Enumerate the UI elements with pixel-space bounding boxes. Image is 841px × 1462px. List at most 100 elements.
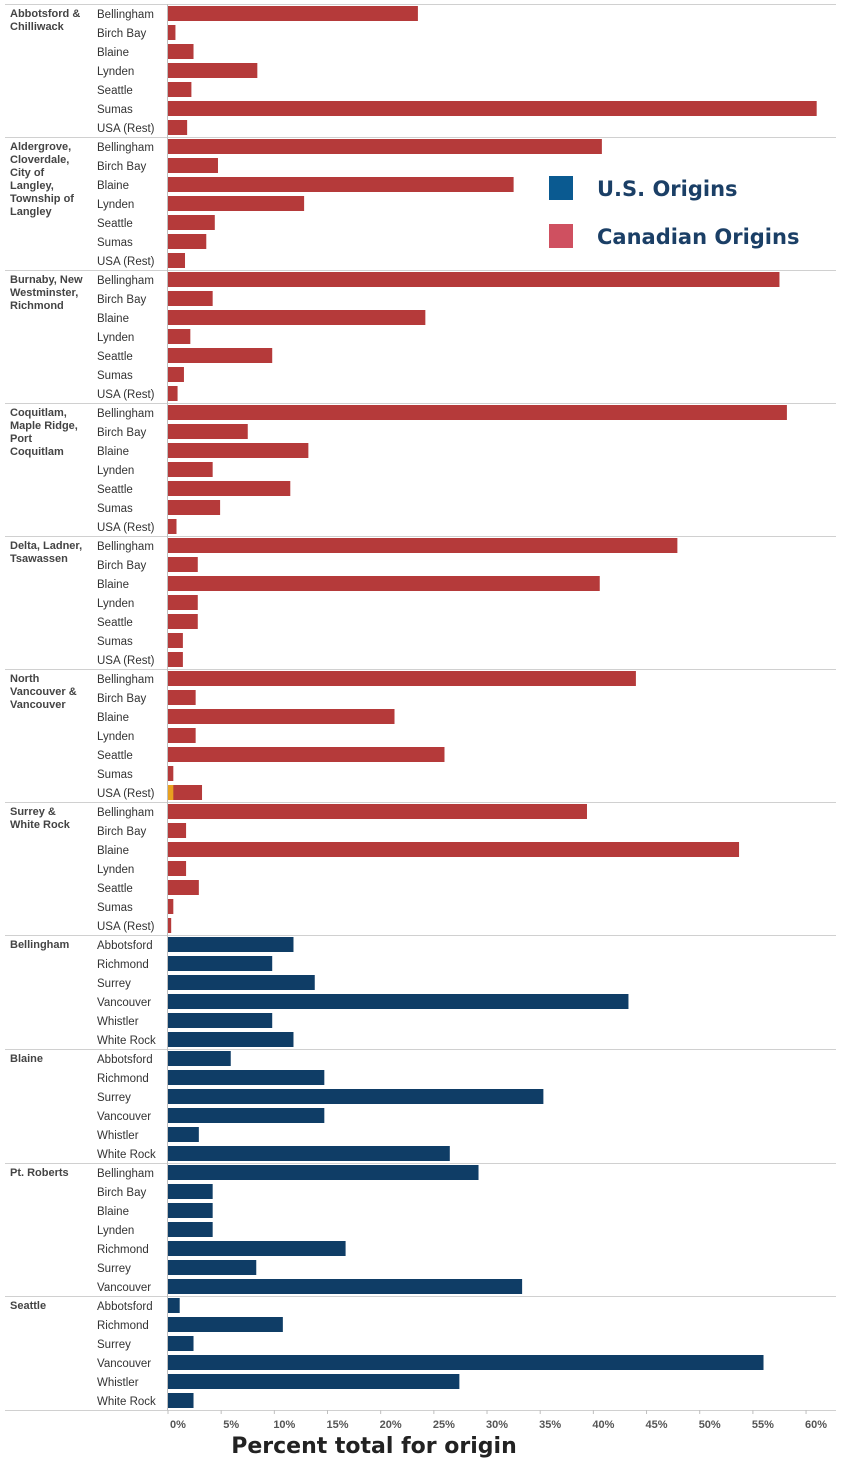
category-label: Vancouver [97,1358,151,1370]
bar [168,538,678,553]
bar [168,804,587,819]
category-label: Seattle [97,484,133,496]
group-label-line: Coquitlam, [10,407,67,419]
group-label: North Vancouver & Vancouver [10,673,77,711]
category-label: Seattle [97,750,133,762]
bar [168,576,600,591]
bar [168,63,258,78]
group-block: North Vancouver & Vancouver Bellingham Birch… [10,671,636,800]
category-label: Bellingham [97,541,154,553]
bar [168,101,817,116]
bar [168,253,186,268]
category-label: Sumas [97,237,133,249]
group-block: Coquitlam, Maple Ridge, Port Coquitlam Belli… [10,405,787,534]
category-label: USA (Rest) [97,788,155,800]
bar [168,633,183,648]
bar [168,1355,764,1370]
bar [168,329,191,344]
group-label-line: Bellingham [10,939,70,951]
category-label: USA (Rest) [97,256,155,268]
x-axis-title: Percent total for origin [231,1434,517,1459]
category-label: Sumas [97,104,133,116]
group-label-line: Cloverdale, [10,154,69,166]
group-label-line: North [10,673,40,685]
bar [168,994,629,1009]
group-label-line: Langley [10,206,52,218]
group-label-line: Chilliwack [10,21,65,33]
bar [168,234,207,249]
x-tick-label: 25% [433,1419,455,1431]
category-label: USA (Rest) [97,655,155,667]
category-label: Blaine [97,845,129,857]
bar [168,177,514,192]
group-label-line: Abbotsford & [10,8,80,20]
group-label: Burnaby, New Westminster, Richmond [10,274,83,312]
group-label-line: Delta, Ladner, [10,540,82,552]
category-label: Seattle [97,351,133,363]
group-label-line: Tsawassen [10,553,68,565]
bar [168,500,221,515]
bar [168,842,740,857]
legend-swatch [549,224,573,248]
category-label: Blaine [97,579,129,591]
category-label: Sumas [97,503,133,515]
group-block: Delta, Ladner, Tsawassen Bellingham Birch B… [10,538,678,667]
bar [168,158,218,173]
bar [168,1336,194,1351]
category-label: Blaine [97,446,129,458]
bar [168,462,213,477]
group-block: Pt. Roberts Bellingham Birch Bay Blaine Lynd… [10,1165,523,1294]
category-label: White Rock [97,1149,156,1161]
category-label: Lynden [97,332,134,344]
bar [168,1146,450,1161]
bar [168,82,192,97]
category-label: Surrey [97,1339,131,1351]
bar [168,310,426,325]
group-label-line: Coquitlam [10,446,64,458]
category-label: Surrey [97,1263,131,1275]
category-label: Bellingham [97,9,154,21]
category-label: Seattle [97,218,133,230]
category-label: Vancouver [97,1282,151,1294]
x-tick-label: 15% [326,1419,348,1431]
category-label: Birch Bay [97,826,146,838]
group-label: Aldergrove, Cloverdale, City of Langley, Tow… [10,141,74,218]
bar [168,899,174,914]
category-label: Seattle [97,85,133,97]
category-label: Sumas [97,636,133,648]
bar [168,1203,213,1218]
category-label: Lynden [97,731,134,743]
category-label: Lynden [97,598,134,610]
category-label: Richmond [97,1320,149,1332]
category-label: Birch Bay [97,427,146,439]
bar [168,918,172,933]
bar-highlight-segment [168,785,174,800]
bar [168,747,445,762]
bar [168,1222,213,1237]
category-label: USA (Rest) [97,389,155,401]
group-block: Surrey & White Rock Bellingham Birch Bay Bla… [10,804,740,933]
category-label: Lynden [97,1225,134,1237]
group-block: Seattle Abbotsford Richmond Surrey Vancouver… [10,1298,764,1408]
bar [168,1165,479,1180]
x-axis: 0% 5% 10% 15% 20% 25% 30% 35% 40% 45% 50% 55% 60% [167,4,827,1431]
x-tick-label: 30% [486,1419,508,1431]
group-block: Aldergrove, Cloverdale, City of Langley, Tow… [10,139,602,268]
x-tick-label: 35% [539,1419,561,1431]
category-label: Seattle [97,883,133,895]
category-label: White Rock [97,1396,156,1408]
category-label: Bellingham [97,674,154,686]
category-label: Abbotsford [97,1301,153,1313]
group-label: Seattle [10,1300,46,1312]
bar [168,671,636,686]
bar [168,728,196,743]
category-label: Sumas [97,769,133,781]
bar [168,1089,544,1104]
category-label: Abbotsford [97,1054,153,1066]
bar [168,975,315,990]
category-label: Surrey [97,978,131,990]
category-label: Richmond [97,959,149,971]
category-label: Sumas [97,370,133,382]
category-label: Blaine [97,712,129,724]
category-label: White Rock [97,1035,156,1047]
